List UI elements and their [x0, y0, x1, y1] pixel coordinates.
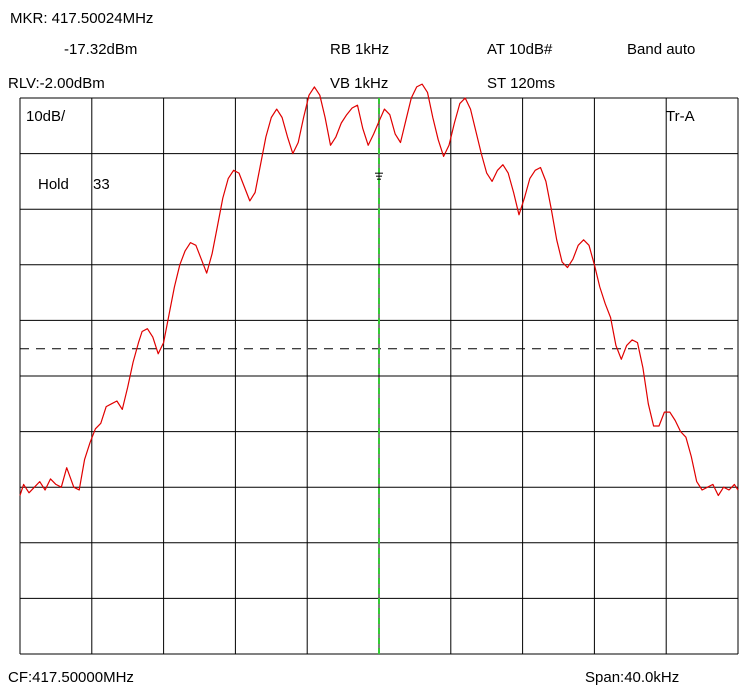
marker-frequency: MKR: 417.50024MHz — [10, 10, 154, 27]
center-frequency: CF:417.50000MHz — [8, 669, 134, 686]
trace-group — [19, 83, 739, 497]
reference-level: RLV:-2.00dBm — [8, 75, 105, 92]
hold-label: Hold — [38, 176, 69, 193]
band-label: Band auto — [627, 41, 696, 58]
marker-symbol — [375, 172, 383, 180]
attenuation-label: AT 10dB# — [487, 41, 553, 58]
vbw-label: VB 1kHz — [330, 75, 389, 92]
scale-label: 10dB/ — [26, 108, 66, 125]
span-label: Span:40.0kHz — [585, 669, 680, 686]
hold-count: 33 — [93, 176, 110, 193]
spectrum-trace — [19, 83, 739, 497]
marker-level: -17.32dBm — [64, 41, 138, 58]
trace-label: Tr-A — [666, 108, 695, 125]
rbw-label: RB 1kHz — [330, 41, 390, 58]
sweep-time-label: ST 120ms — [487, 75, 556, 92]
